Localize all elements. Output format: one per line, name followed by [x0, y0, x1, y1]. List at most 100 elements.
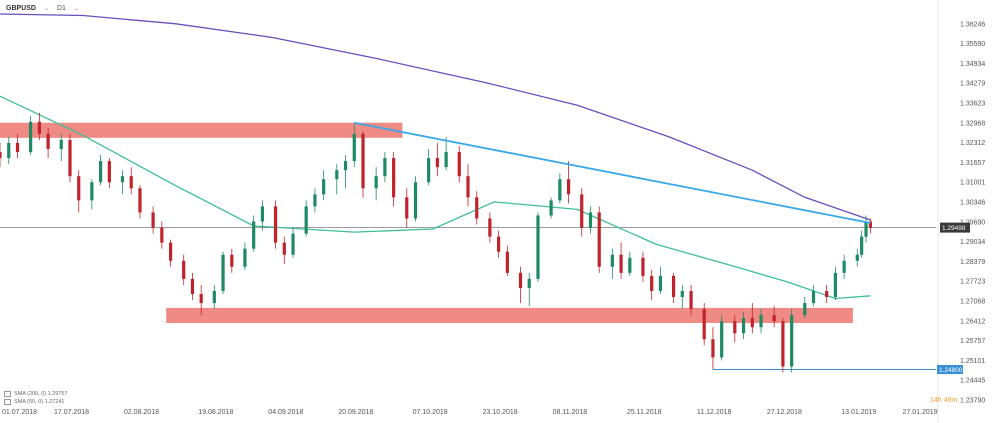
candle-body [199, 293, 203, 304]
chart-header: GBPUSD ⌄ D1 ⌄ [6, 5, 79, 12]
candle-body [77, 176, 81, 201]
y-tick-label: 1.34934 [960, 61, 985, 68]
candle-body [335, 170, 339, 180]
candle-body [558, 179, 562, 201]
x-tick-label: 27.01.2019 [903, 409, 938, 416]
candle-body [680, 290, 684, 298]
symbol-label[interactable]: GBPUSD [6, 5, 36, 12]
current-price-badge [940, 222, 970, 233]
candle-body [138, 188, 142, 213]
candle-body [160, 227, 164, 243]
candle-body [68, 139, 72, 177]
y-tick-label: 1.35590 [960, 41, 985, 48]
x-tick-label: 04.09.2018 [268, 409, 303, 416]
candle-body [741, 318, 746, 334]
chevron-down-icon[interactable]: ⌄ [73, 6, 79, 12]
x-tick-label: 11.12.2018 [697, 409, 732, 416]
candle-body [168, 242, 173, 261]
candle-body [0, 152, 2, 159]
legend-toggle-icon[interactable] [4, 391, 11, 397]
candle-body [689, 290, 693, 310]
candle-body [750, 318, 754, 328]
candle-body [221, 254, 225, 291]
candle-body [549, 200, 553, 216]
support-badge [937, 364, 963, 374]
candle-body [536, 215, 540, 279]
candle-body [457, 152, 461, 177]
y-tick-label: 1.25757 [960, 338, 985, 345]
x-tick-label: 08.11.2018 [553, 409, 588, 416]
y-tick-label: 1.36246 [960, 21, 985, 28]
candle-body [182, 260, 186, 279]
candle-body [610, 254, 614, 267]
candle-body [720, 321, 724, 358]
y-tick-label: 1.28379 [960, 259, 985, 266]
candle-body [860, 236, 864, 255]
candle-body [825, 290, 829, 298]
candle-body [497, 236, 501, 252]
candle-body [98, 161, 103, 183]
candle-body [444, 152, 448, 168]
x-tick-label: 17.07.2018 [54, 409, 89, 416]
x-tick-label: 20.09.2018 [338, 409, 373, 416]
candle-body [671, 275, 676, 298]
y-tick-label: 1.31657 [960, 160, 985, 167]
candle-body [772, 315, 776, 322]
candle-body [413, 182, 418, 219]
candle-body [527, 278, 531, 288]
candle-body [374, 176, 378, 189]
candle-body [230, 254, 234, 267]
x-tick-label: 01.07.2018 [2, 409, 37, 416]
y-tick-label: 1.29034 [960, 239, 985, 246]
y-tick-label: 1.33623 [960, 101, 985, 108]
candle-body [488, 218, 492, 237]
legend-item-sma200[interactable]: SMA (200, 0) 1.29757 [4, 390, 68, 398]
candle-body [811, 290, 816, 304]
candle-body [282, 242, 286, 255]
candle-body [343, 161, 348, 171]
current-price-label: 1.29498 [942, 225, 966, 232]
trendline [354, 121, 871, 224]
candle-body [212, 290, 216, 304]
candle-body [304, 206, 308, 234]
legend-toggle-icon[interactable] [4, 399, 11, 405]
x-tick-label: 27.12.2018 [767, 409, 802, 416]
candle-body [868, 221, 872, 228]
candle-body [383, 158, 387, 177]
y-tick-label: 1.24445 [960, 378, 985, 385]
candle-body [864, 221, 868, 237]
y-tick-label: 1.30346 [960, 199, 985, 206]
candle-body [243, 248, 247, 267]
candle-body [361, 133, 365, 189]
candle-body [322, 179, 326, 195]
x-tick-label: 23.10.2018 [483, 409, 518, 416]
candle-body [352, 133, 356, 162]
candle-body [29, 121, 33, 153]
x-tick-label: 02.08.2018 [124, 409, 159, 416]
x-tick-label: 25.11.2018 [627, 409, 662, 416]
interval-label[interactable]: D1 [56, 5, 66, 12]
legend-label: SMA (200, 0) 1.29757 [14, 391, 68, 397]
candle-body [273, 206, 278, 243]
candle-body [120, 176, 125, 183]
candle-body [466, 176, 470, 198]
y-tick-label: 1.26412 [960, 318, 985, 325]
legend-item-sma50[interactable]: SMA (50, 0) 1.27241 [4, 398, 68, 406]
candle-body [313, 194, 317, 207]
candle-body [291, 233, 295, 255]
candle-body [759, 315, 763, 328]
candle-body [803, 303, 807, 316]
resistance-support-zone [0, 122, 403, 138]
candle-body [580, 194, 584, 228]
sma-200-line [0, 13, 871, 221]
candle-body [190, 278, 195, 294]
candle-body [588, 212, 593, 228]
sma-50-line [0, 95, 871, 300]
chevron-down-icon[interactable]: ⌄ [43, 6, 49, 12]
candle-body [427, 158, 431, 183]
resistance-support-zone [166, 307, 853, 323]
support-label: 1.24800 [939, 367, 963, 374]
candle-body [405, 197, 409, 219]
y-tick-label: 1.27068 [960, 298, 985, 305]
